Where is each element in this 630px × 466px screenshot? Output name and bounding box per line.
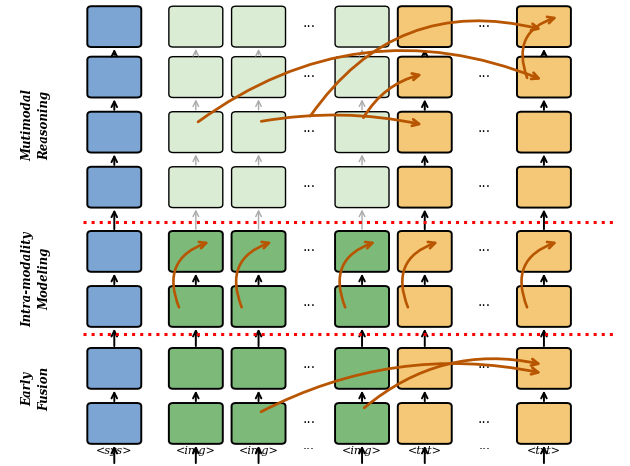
FancyBboxPatch shape	[88, 112, 141, 152]
Text: ···: ···	[302, 20, 315, 34]
Text: ···: ···	[302, 180, 315, 194]
FancyBboxPatch shape	[335, 403, 389, 444]
FancyBboxPatch shape	[398, 57, 452, 97]
Text: ···: ···	[478, 180, 491, 194]
FancyBboxPatch shape	[517, 348, 571, 389]
FancyBboxPatch shape	[88, 57, 141, 97]
FancyBboxPatch shape	[335, 6, 389, 47]
FancyBboxPatch shape	[232, 403, 285, 444]
FancyBboxPatch shape	[88, 348, 141, 389]
FancyBboxPatch shape	[398, 403, 452, 444]
FancyBboxPatch shape	[517, 6, 571, 47]
FancyBboxPatch shape	[517, 57, 571, 97]
Text: ···: ···	[302, 125, 315, 139]
Text: ···: ···	[302, 417, 315, 431]
Text: <sys>: <sys>	[96, 445, 132, 456]
FancyBboxPatch shape	[335, 112, 389, 152]
FancyBboxPatch shape	[88, 6, 141, 47]
FancyBboxPatch shape	[169, 348, 223, 389]
FancyBboxPatch shape	[232, 348, 285, 389]
FancyBboxPatch shape	[232, 57, 285, 97]
FancyBboxPatch shape	[232, 286, 285, 327]
FancyBboxPatch shape	[232, 6, 285, 47]
FancyBboxPatch shape	[517, 231, 571, 272]
Text: ···: ···	[478, 70, 491, 84]
Text: ···: ···	[478, 20, 491, 34]
Text: ···: ···	[478, 300, 491, 314]
FancyBboxPatch shape	[88, 167, 141, 207]
FancyBboxPatch shape	[517, 112, 571, 152]
FancyBboxPatch shape	[335, 57, 389, 97]
Text: ···: ···	[302, 70, 315, 84]
FancyBboxPatch shape	[335, 167, 389, 207]
FancyBboxPatch shape	[335, 231, 389, 272]
Text: ···: ···	[478, 244, 491, 259]
FancyBboxPatch shape	[169, 167, 223, 207]
FancyBboxPatch shape	[232, 112, 285, 152]
Text: <img>: <img>	[176, 445, 215, 456]
FancyBboxPatch shape	[398, 167, 452, 207]
Text: ···: ···	[478, 443, 490, 456]
Text: ···: ···	[302, 244, 315, 259]
Text: ···: ···	[478, 125, 491, 139]
FancyBboxPatch shape	[169, 112, 223, 152]
FancyBboxPatch shape	[517, 286, 571, 327]
Text: ···: ···	[302, 361, 315, 376]
FancyBboxPatch shape	[169, 6, 223, 47]
FancyBboxPatch shape	[335, 286, 389, 327]
Text: <img>: <img>	[239, 445, 278, 456]
Text: ···: ···	[478, 361, 491, 376]
FancyBboxPatch shape	[398, 6, 452, 47]
FancyBboxPatch shape	[232, 231, 285, 272]
Text: <img>: <img>	[342, 445, 382, 456]
Text: Mutimodal
Reasoning: Mutimodal Reasoning	[21, 89, 51, 161]
Text: ···: ···	[303, 443, 315, 456]
Text: Intra-modality
Modeling: Intra-modality Modeling	[21, 231, 51, 327]
FancyBboxPatch shape	[88, 286, 141, 327]
Text: <txt>: <txt>	[527, 445, 561, 456]
FancyBboxPatch shape	[232, 167, 285, 207]
Text: <txt>: <txt>	[408, 445, 442, 456]
FancyBboxPatch shape	[169, 57, 223, 97]
FancyBboxPatch shape	[88, 231, 141, 272]
Text: ···: ···	[302, 300, 315, 314]
FancyBboxPatch shape	[398, 112, 452, 152]
FancyBboxPatch shape	[398, 348, 452, 389]
FancyBboxPatch shape	[398, 231, 452, 272]
FancyBboxPatch shape	[169, 286, 223, 327]
FancyBboxPatch shape	[517, 403, 571, 444]
FancyBboxPatch shape	[169, 231, 223, 272]
FancyBboxPatch shape	[88, 403, 141, 444]
Text: Early
Fusion: Early Fusion	[21, 367, 51, 411]
FancyBboxPatch shape	[398, 286, 452, 327]
FancyBboxPatch shape	[335, 348, 389, 389]
FancyBboxPatch shape	[517, 167, 571, 207]
FancyBboxPatch shape	[169, 403, 223, 444]
Text: ···: ···	[478, 417, 491, 431]
